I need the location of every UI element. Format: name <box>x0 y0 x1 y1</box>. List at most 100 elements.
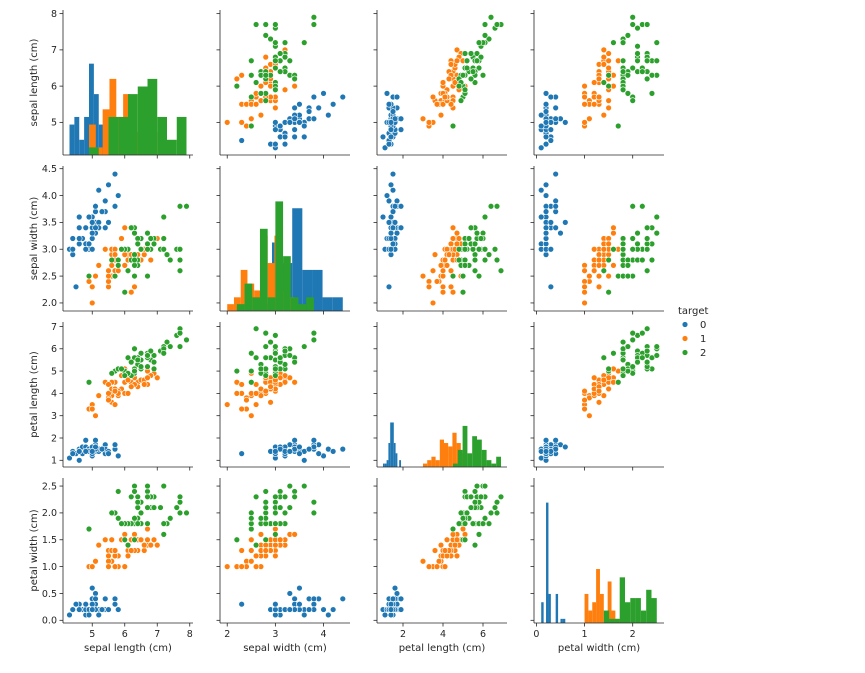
point-target-1 <box>441 547 449 554</box>
point-target-2 <box>131 488 138 495</box>
point-target-0 <box>286 606 294 613</box>
point-target-2 <box>124 354 132 361</box>
point-target-0 <box>389 186 397 194</box>
point-target-2 <box>115 488 122 495</box>
point-target-2 <box>150 240 158 248</box>
point-target-1 <box>439 283 447 291</box>
point-target-2 <box>131 515 138 522</box>
point-target-0 <box>393 93 401 101</box>
point-target-2 <box>272 332 279 339</box>
point-target-0 <box>315 450 322 457</box>
point-target-2 <box>183 509 190 517</box>
point-target-2 <box>176 343 184 350</box>
point-target-2 <box>276 354 284 361</box>
point-target-1 <box>447 240 455 248</box>
point-target-0 <box>115 452 122 460</box>
point-target-2 <box>121 289 128 296</box>
point-target-0 <box>310 93 318 101</box>
point-target-0 <box>542 208 550 215</box>
point-target-2 <box>272 509 279 517</box>
hist-bar-target-2 <box>453 463 458 467</box>
x-tick-label: 6 <box>122 629 128 640</box>
point-target-2 <box>281 53 289 61</box>
point-target-2 <box>85 379 93 386</box>
point-target-2 <box>465 235 473 242</box>
point-target-0 <box>552 115 559 122</box>
point-target-2 <box>144 482 151 490</box>
point-target-2 <box>176 256 184 264</box>
point-target-2 <box>457 509 465 517</box>
point-target-2 <box>629 235 636 242</box>
point-target-1 <box>262 387 269 395</box>
point-target-0 <box>69 450 76 457</box>
point-target-2 <box>475 246 483 253</box>
hist-bar-target-0 <box>93 94 99 155</box>
point-target-0 <box>538 122 545 130</box>
hist-bar-target-2 <box>635 598 641 623</box>
point-target-1 <box>453 536 461 543</box>
point-target-0 <box>552 203 559 210</box>
point-target-2 <box>481 515 489 522</box>
point-target-0 <box>393 229 401 237</box>
x-tick-label: 6 <box>480 629 486 640</box>
point-target-2 <box>134 520 141 527</box>
point-target-2 <box>461 262 469 269</box>
point-target-2 <box>629 363 636 370</box>
point-target-2 <box>163 338 171 346</box>
point-target-1 <box>128 383 135 390</box>
point-target-0 <box>291 126 298 133</box>
hist-bar-target-2 <box>640 610 647 623</box>
point-target-1 <box>437 111 445 119</box>
point-target-2 <box>481 213 489 221</box>
point-target-2 <box>310 498 318 506</box>
point-target-1 <box>150 536 158 543</box>
point-target-1 <box>449 235 457 242</box>
point-target-2 <box>619 86 627 93</box>
point-target-0 <box>89 219 96 226</box>
point-target-2 <box>150 352 158 359</box>
point-target-0 <box>393 197 401 205</box>
point-target-2 <box>485 520 493 527</box>
point-target-0 <box>385 101 393 108</box>
point-target-1 <box>137 536 145 543</box>
point-target-1 <box>92 412 99 419</box>
point-target-2 <box>455 82 463 90</box>
point-target-1 <box>449 224 457 231</box>
point-target-1 <box>590 246 598 253</box>
point-target-0 <box>305 606 313 613</box>
point-target-1 <box>147 541 154 549</box>
point-target-0 <box>387 126 395 133</box>
point-target-2 <box>160 246 167 253</box>
point-target-1 <box>111 246 119 253</box>
point-target-2 <box>128 493 135 500</box>
point-target-0 <box>111 203 119 210</box>
point-target-2 <box>471 541 479 549</box>
point-target-0 <box>291 595 298 603</box>
point-target-0 <box>542 133 550 141</box>
point-target-0 <box>291 437 298 444</box>
hist-bar-target-2 <box>108 116 119 155</box>
point-target-0 <box>89 584 96 592</box>
point-target-2 <box>118 246 125 253</box>
y-tick-label: 1 <box>51 456 57 467</box>
point-target-1 <box>431 547 439 554</box>
point-target-2 <box>643 224 651 231</box>
point-target-0 <box>92 443 99 451</box>
point-target-2 <box>272 343 279 350</box>
point-target-1 <box>85 278 93 285</box>
point-target-0 <box>85 213 93 221</box>
point-target-2 <box>286 57 294 64</box>
y-tick-label: 1.0 <box>42 562 57 573</box>
point-target-0 <box>562 219 569 226</box>
hist-bar-target-1 <box>439 439 444 467</box>
point-target-1 <box>595 256 603 264</box>
point-target-2 <box>233 367 241 375</box>
point-target-1 <box>111 547 119 554</box>
point-target-2 <box>600 79 608 86</box>
point-target-0 <box>82 246 89 253</box>
point-target-2 <box>144 246 151 253</box>
hist-bar-target-1 <box>599 593 604 623</box>
point-target-1 <box>121 531 128 538</box>
point-target-1 <box>272 552 279 560</box>
point-target-0 <box>387 246 395 253</box>
